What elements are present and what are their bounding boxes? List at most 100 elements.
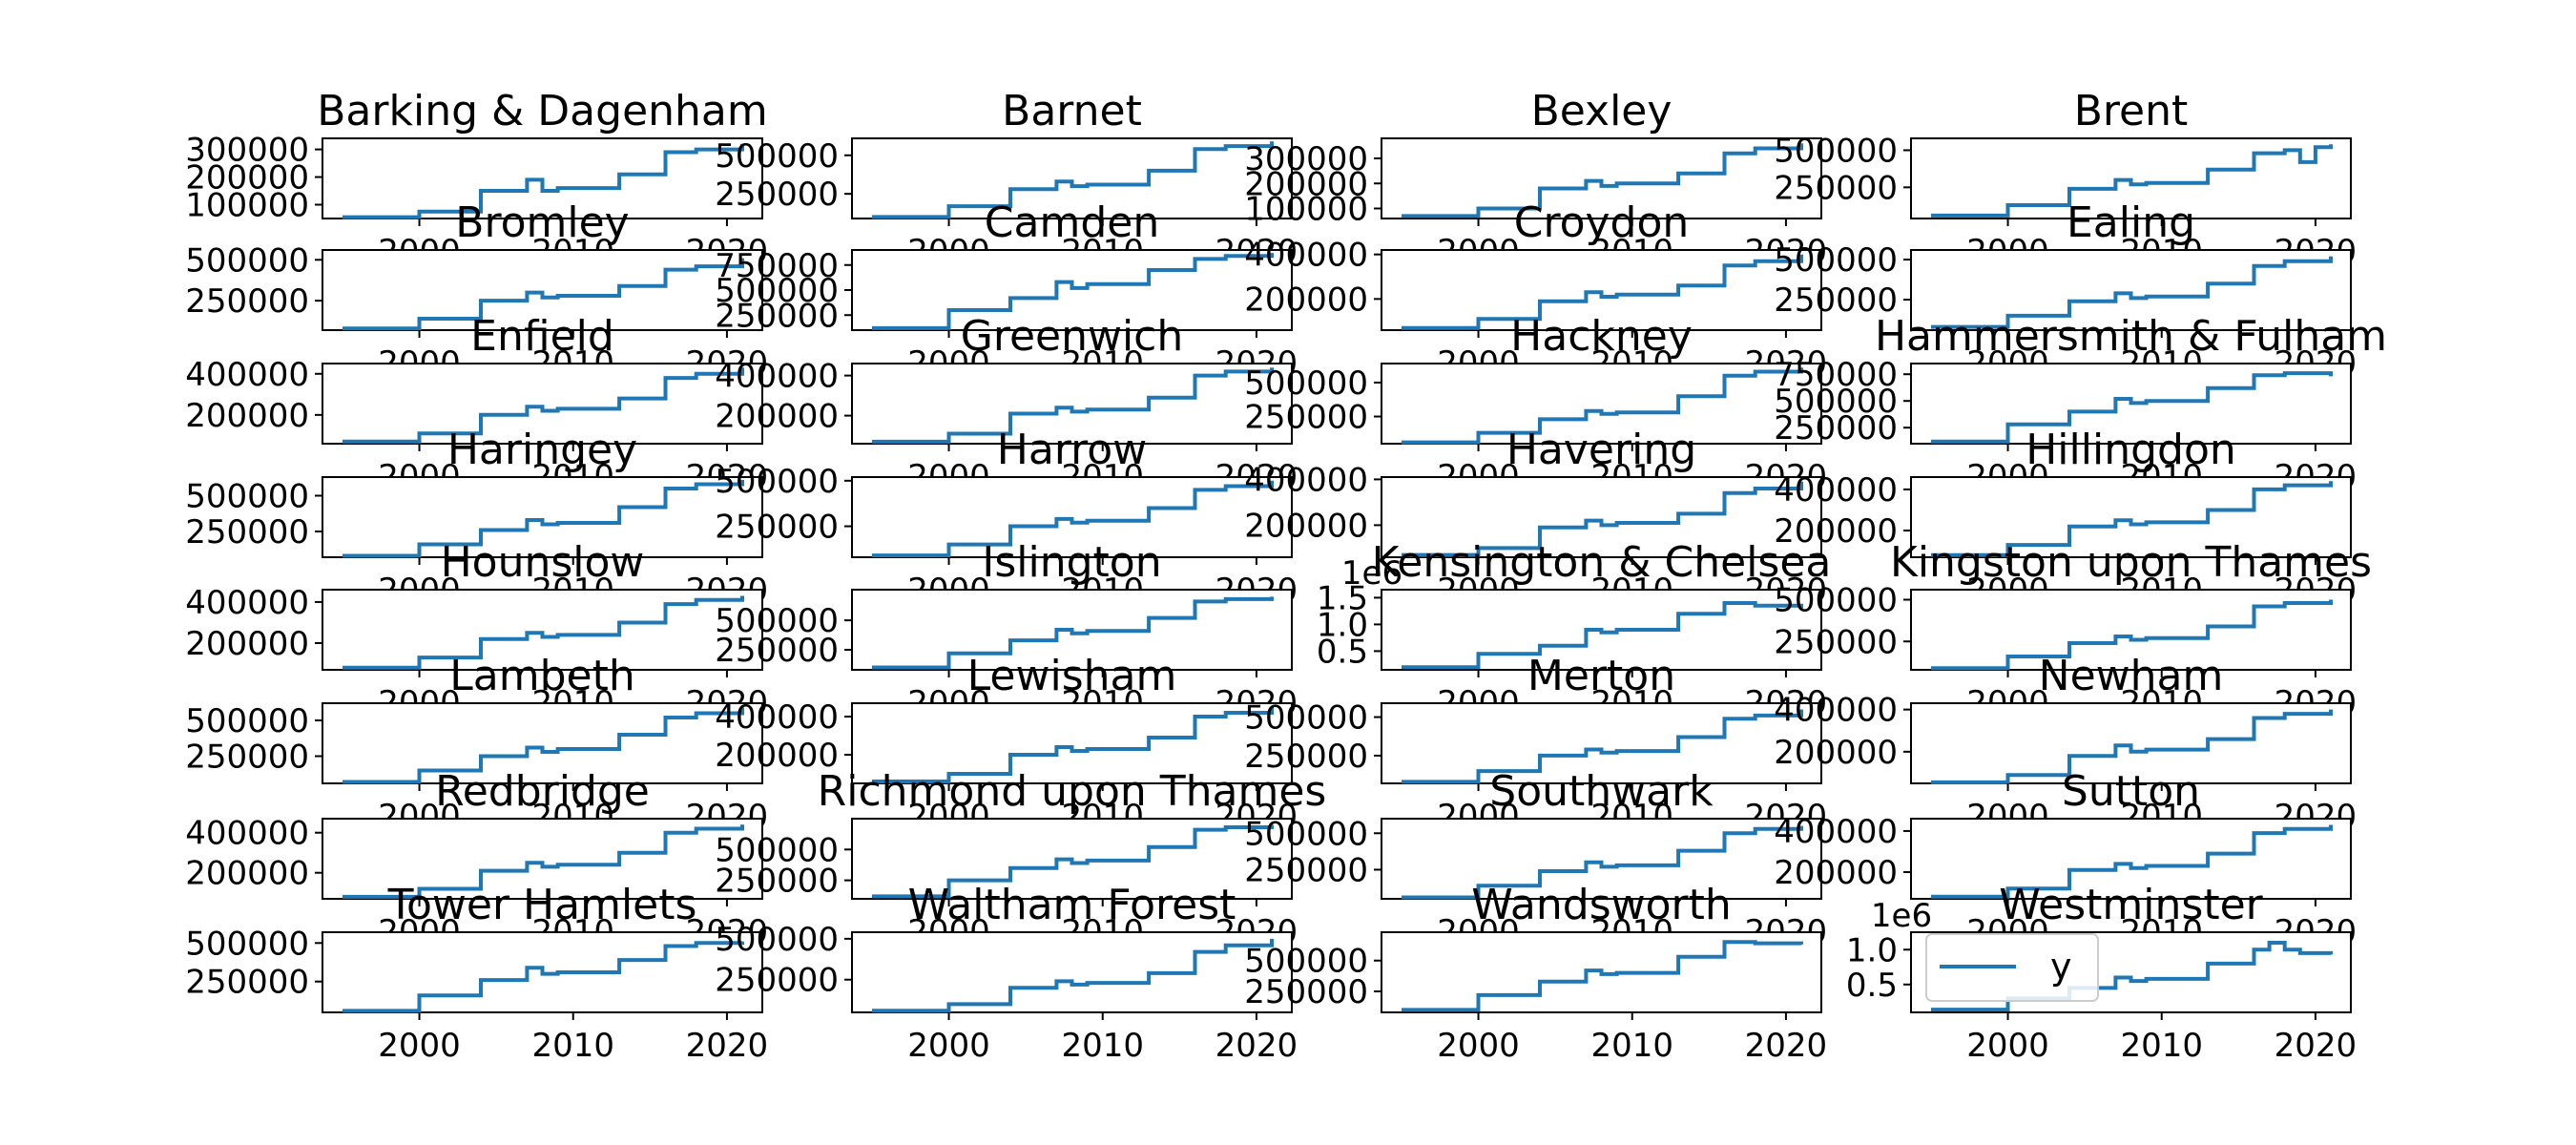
series-line [872, 938, 1274, 1013]
series-line [343, 480, 744, 558]
series-line [1931, 824, 2333, 899]
y-tick-label: 200000 [1774, 854, 1898, 892]
subplot-title: Barnet [1002, 87, 1142, 135]
subplot-title: Redbridge [435, 767, 650, 816]
y-tick-label: 500000 [715, 602, 839, 640]
y-tick-label: 250000 [715, 297, 839, 335]
y-tick-label: 500000 [1244, 364, 1368, 403]
subplot-title: Camden [985, 198, 1159, 247]
y-tick-label: 400000 [1244, 461, 1368, 499]
series-line [1402, 143, 1803, 219]
y-tick-label: 250000 [1774, 169, 1898, 207]
subplot-title: Enfield [470, 312, 614, 361]
y-tick-label: 250000 [715, 509, 839, 547]
y-tick-label: 250000 [1774, 281, 1898, 320]
y-tick-label: 400000 [185, 584, 309, 622]
y-tick-label: 400000 [715, 698, 839, 737]
subplot-title: Kensington & Chelsea [1372, 538, 1832, 587]
x-tick-label: 2010 [531, 1027, 614, 1065]
axes-frame [1910, 249, 2352, 331]
subplot-title: Tower Hamlets [387, 881, 697, 929]
series-line [1931, 599, 2333, 671]
subplot-title: Kingston upon Thames [1890, 538, 2372, 587]
series-line [1931, 371, 2333, 444]
subplot-title: Havering [1506, 426, 1696, 474]
subplot-title: Barking & Dagenham [317, 87, 767, 135]
x-tick-label: 2000 [1437, 1027, 1520, 1065]
subplot: 250000500000200020102020Southwark [1244, 767, 1827, 951]
series-line [343, 595, 744, 670]
y-tick-label: 200000 [1244, 507, 1368, 545]
subplot: 250000500000200020102020Haringey [185, 426, 768, 610]
subplot-title: Harrow [997, 426, 1147, 474]
series-line [1931, 144, 2333, 218]
x-tick-label: 2000 [1966, 1027, 2049, 1065]
subplot: 250000500000200020102020Harrow [715, 426, 1298, 610]
y-tick-label: 250000 [1774, 623, 1898, 661]
y-tick-label: 400000 [185, 356, 309, 394]
y-tick-label: 200000 [185, 159, 309, 198]
series-line [1931, 709, 2333, 784]
y-tick-label: 500000 [715, 272, 839, 310]
series-line [343, 143, 744, 219]
y-tick-label: 0.5 [1317, 633, 1368, 671]
subplot-title: Westminster [1999, 881, 2263, 929]
subplot: 250000500000200020102020Barnet [715, 87, 1298, 271]
y-tick-label: 500000 [715, 463, 839, 501]
x-tick-label: 2010 [1061, 1027, 1144, 1065]
axes-frame [1381, 702, 1822, 784]
x-tick-label: 2020 [1745, 1027, 1828, 1065]
axes-frame [1381, 476, 1822, 558]
axes-frame [1910, 589, 2352, 671]
subplot-title: Islington [982, 538, 1161, 587]
series-line [343, 258, 744, 331]
y-tick-label: 250000 [715, 962, 839, 1000]
axis-offset-label: 1e6 [1341, 554, 1402, 593]
y-tick-label: 250000 [185, 513, 309, 552]
x-tick-label: 2020 [1215, 1027, 1298, 1065]
y-tick-label: 500000 [1774, 582, 1898, 620]
subplot: 200000400000200020102020Hounslow [185, 538, 768, 722]
subplot-title: Southwark [1489, 767, 1714, 816]
axes-frame [1381, 249, 1822, 331]
y-tick-label: 200000 [185, 855, 309, 893]
y-tick-label: 500000 [185, 925, 309, 963]
y-tick-label: 200000 [1244, 281, 1368, 319]
subplot-title: Greenwich [961, 312, 1184, 361]
series-line [343, 824, 744, 899]
subplot: 250000500000200020102020Brent [1774, 87, 2357, 271]
series-line [1931, 481, 2333, 557]
series-line [1402, 709, 1803, 784]
subplot-title: Hillingdon [2025, 426, 2236, 474]
series-line [872, 596, 1274, 670]
series-line [343, 367, 744, 444]
x-tick-label: 2000 [907, 1027, 990, 1065]
subplot-title: Sutton [2062, 767, 2200, 816]
y-tick-label: 1.0 [1846, 931, 1898, 969]
y-tick-label: 1.0 [1317, 606, 1368, 644]
subplot-title: Richmond upon Thames [818, 767, 1327, 816]
series-line [872, 824, 1274, 899]
subplot: 200000400000200020102020Greenwich [715, 312, 1298, 496]
subplot-title: Haringey [447, 426, 637, 474]
axis-offset-label: 1e6 [1871, 897, 1932, 935]
axes-frame [322, 249, 763, 331]
y-tick-label: 500000 [1244, 815, 1368, 853]
subplot: 250000500000200020102020Richmond upon Th… [715, 767, 1326, 951]
y-tick-label: 750000 [715, 247, 839, 285]
y-tick-label: 250000 [715, 632, 839, 670]
series-line [1402, 601, 1803, 670]
y-tick-label: 300000 [1244, 140, 1368, 178]
y-tick-label: 200000 [185, 625, 309, 663]
series-line [343, 707, 744, 784]
subplot-title: Hammersmith & Fulham [1875, 312, 2387, 361]
y-tick-label: 250000 [1774, 409, 1898, 448]
y-tick-label: 500000 [1774, 383, 1898, 421]
y-tick-label: 500000 [1774, 241, 1898, 280]
